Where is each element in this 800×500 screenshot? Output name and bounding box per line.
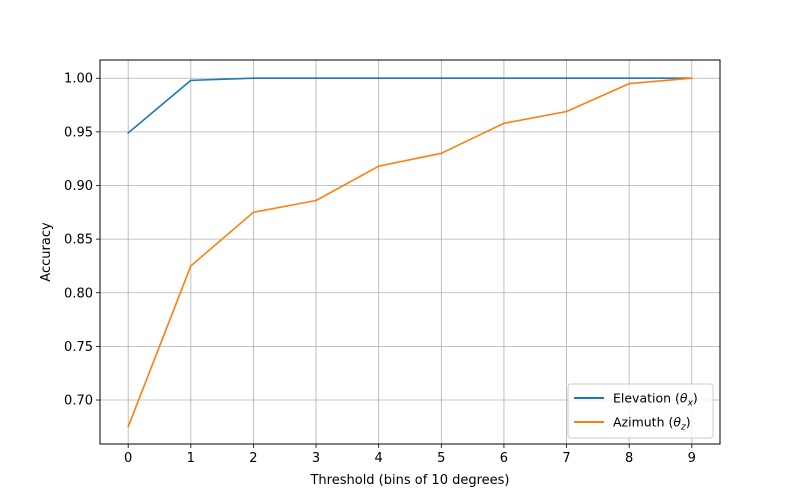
x-tick-label: 0	[124, 451, 132, 466]
y-tick-label: 0.70	[64, 394, 93, 409]
series-line-elevation	[127, 77, 692, 134]
data-point-elevation	[127, 132, 129, 134]
data-point-elevation	[565, 77, 568, 80]
data-point-azimuth	[503, 122, 505, 125]
data-point-azimuth	[377, 165, 380, 167]
x-tick-label: 2	[249, 451, 257, 466]
data-point-azimuth	[252, 211, 255, 214]
x-tick-label: 8	[625, 451, 633, 466]
x-axis-label: Threshold (bins of 10 degrees)	[309, 473, 509, 488]
data-point-azimuth	[127, 426, 129, 428]
data-point-azimuth	[315, 199, 317, 202]
legend-label-elevation-main: Elevation (	[613, 391, 680, 406]
legend-box	[567, 383, 714, 439]
x-tick-label: 4	[375, 451, 383, 466]
legend-label-elevation-subscript: x	[687, 399, 694, 409]
legend-label-azimuth-close: )	[686, 415, 691, 430]
legend-label-azimuth-symbol: θ	[673, 415, 681, 430]
legend-label-azimuth: Azimuth (θz)	[613, 415, 691, 433]
series-line-azimuth	[127, 77, 692, 428]
x-tick-label: 9	[688, 451, 696, 466]
data-point-azimuth	[440, 152, 443, 155]
legend: Elevation (θx) Azimuth (θz)	[567, 383, 714, 439]
data-point-elevation	[315, 77, 317, 80]
data-point-elevation	[440, 77, 443, 80]
legend-label-elevation: Elevation (θx)	[613, 391, 698, 409]
x-tick-label: 7	[562, 451, 570, 466]
y-axis-ticks: 0.70 0.75 0.80 0.85 0.90 0.95 1.00	[64, 72, 100, 409]
y-tick-label: 0.95	[64, 125, 93, 140]
x-tick-label: 1	[187, 451, 195, 466]
data-point-elevation	[377, 77, 380, 80]
y-tick-label: 0.85	[64, 233, 93, 248]
data-point-azimuth	[691, 77, 693, 80]
data-point-azimuth	[190, 265, 192, 267]
y-tick-label: 0.75	[64, 340, 93, 355]
y-tick-label: 0.90	[64, 179, 93, 194]
legend-label-azimuth-subscript: z	[680, 423, 686, 433]
data-point-elevation	[628, 77, 630, 80]
data-point-azimuth	[628, 82, 630, 85]
x-tick-label: 6	[500, 451, 508, 466]
series-layer	[127, 77, 693, 428]
x-axis-ticks: 0 1 2 3 4 5 6 7 8 9	[124, 444, 696, 466]
y-tick-label: 0.80	[64, 286, 93, 301]
legend-label-elevation-close: )	[693, 391, 698, 406]
data-point-elevation	[252, 77, 255, 80]
data-point-azimuth	[565, 110, 568, 113]
x-tick-label: 3	[312, 451, 320, 466]
plot-area-frame	[99, 59, 721, 445]
data-point-elevation	[503, 77, 505, 80]
x-tick-label: 5	[437, 451, 445, 466]
y-tick-label: 1.00	[64, 72, 93, 87]
legend-label-azimuth-main: Azimuth (	[613, 415, 673, 430]
legend-label-elevation-symbol: θ	[680, 391, 688, 406]
data-point-elevation	[190, 79, 192, 82]
y-axis-label: Accuracy	[39, 222, 54, 282]
